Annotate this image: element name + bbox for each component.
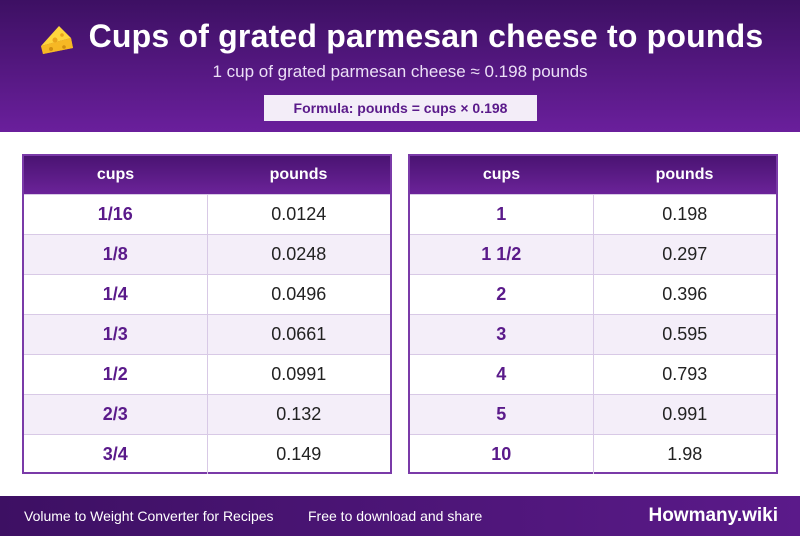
table-row: 3 0.595 bbox=[410, 313, 776, 354]
table-header-row: cups pounds bbox=[24, 156, 390, 194]
cups-cell: 10 bbox=[410, 433, 594, 474]
cups-cell: 5 bbox=[410, 393, 594, 434]
cups-cell: 3/4 bbox=[24, 433, 208, 474]
header-banner: Cups of grated parmesan cheese to pounds… bbox=[0, 0, 800, 132]
cups-cell: 2/3 bbox=[24, 393, 208, 434]
pounds-cell: 0.0991 bbox=[207, 353, 390, 394]
pounds-cell: 0.595 bbox=[593, 313, 776, 354]
cups-cell: 1/2 bbox=[24, 353, 208, 394]
pounds-cell: 0.0496 bbox=[207, 273, 390, 314]
table-row: 1/3 0.0661 bbox=[24, 313, 390, 354]
table-row: 3/4 0.149 bbox=[24, 433, 390, 474]
pounds-cell: 0.297 bbox=[593, 233, 776, 274]
cups-cell: 1/16 bbox=[24, 193, 208, 234]
column-header-cups: cups bbox=[410, 156, 593, 194]
page-title: Cups of grated parmesan cheese to pounds bbox=[88, 17, 764, 54]
table-row: 4 0.793 bbox=[410, 353, 776, 394]
cups-cell: 1/3 bbox=[24, 313, 208, 354]
table-row: 1/4 0.0496 bbox=[24, 273, 390, 314]
cups-cell: 1 bbox=[410, 193, 594, 234]
footer-bar: Volume to Weight Converter for Recipes F… bbox=[0, 496, 800, 536]
table-row: 5 0.991 bbox=[410, 393, 776, 434]
subtitle: 1 cup of grated parmesan cheese ≈ 0.198 … bbox=[212, 62, 588, 81]
pounds-cell: 0.0661 bbox=[207, 313, 390, 354]
pounds-cell: 1.98 bbox=[593, 433, 776, 474]
pounds-cell: 0.0248 bbox=[207, 233, 390, 274]
table-row: 1/16 0.0124 bbox=[24, 193, 390, 234]
table-row: 1/8 0.0248 bbox=[24, 233, 390, 274]
table-row: 10 1.98 bbox=[410, 433, 776, 474]
title-row: Cups of grated parmesan cheese to pounds bbox=[0, 14, 800, 58]
table-row: 1 0.198 bbox=[410, 193, 776, 234]
conversion-table-right: cups pounds 1 0.198 1 1/2 0.297 2 0.396 … bbox=[408, 154, 778, 474]
pounds-cell: 0.198 bbox=[593, 193, 776, 234]
pounds-cell: 0.0124 bbox=[207, 193, 390, 234]
table-row: 2/3 0.132 bbox=[24, 393, 390, 434]
pounds-cell: 0.149 bbox=[207, 433, 390, 474]
cups-cell: 2 bbox=[410, 273, 594, 314]
footer-share-note: Free to download and share bbox=[308, 508, 483, 524]
conversion-table-left: cups pounds 1/16 0.0124 1/8 0.0248 1/4 0… bbox=[22, 154, 392, 474]
cheese-icon bbox=[37, 16, 77, 56]
formula-badge: Formula: pounds = cups × 0.198 bbox=[264, 95, 537, 121]
column-header-pounds: pounds bbox=[593, 156, 776, 194]
cups-cell: 3 bbox=[410, 313, 594, 354]
cups-cell: 1/8 bbox=[24, 233, 208, 274]
cups-cell: 1/4 bbox=[24, 273, 208, 314]
table-row: 1/2 0.0991 bbox=[24, 353, 390, 394]
pounds-cell: 0.396 bbox=[593, 273, 776, 314]
pounds-cell: 0.132 bbox=[207, 393, 390, 434]
cups-cell: 1 1/2 bbox=[410, 233, 594, 274]
brand-logo-text[interactable]: Howmany.wiki bbox=[648, 505, 778, 526]
table-row: 1 1/2 0.297 bbox=[410, 233, 776, 274]
pounds-cell: 0.991 bbox=[593, 393, 776, 434]
column-header-cups: cups bbox=[24, 156, 207, 194]
cups-cell: 4 bbox=[410, 353, 594, 394]
table-header-row: cups pounds bbox=[410, 156, 776, 194]
column-header-pounds: pounds bbox=[207, 156, 390, 194]
pounds-cell: 0.793 bbox=[593, 353, 776, 394]
table-row: 2 0.396 bbox=[410, 273, 776, 314]
footer-tagline: Volume to Weight Converter for Recipes bbox=[24, 508, 274, 524]
